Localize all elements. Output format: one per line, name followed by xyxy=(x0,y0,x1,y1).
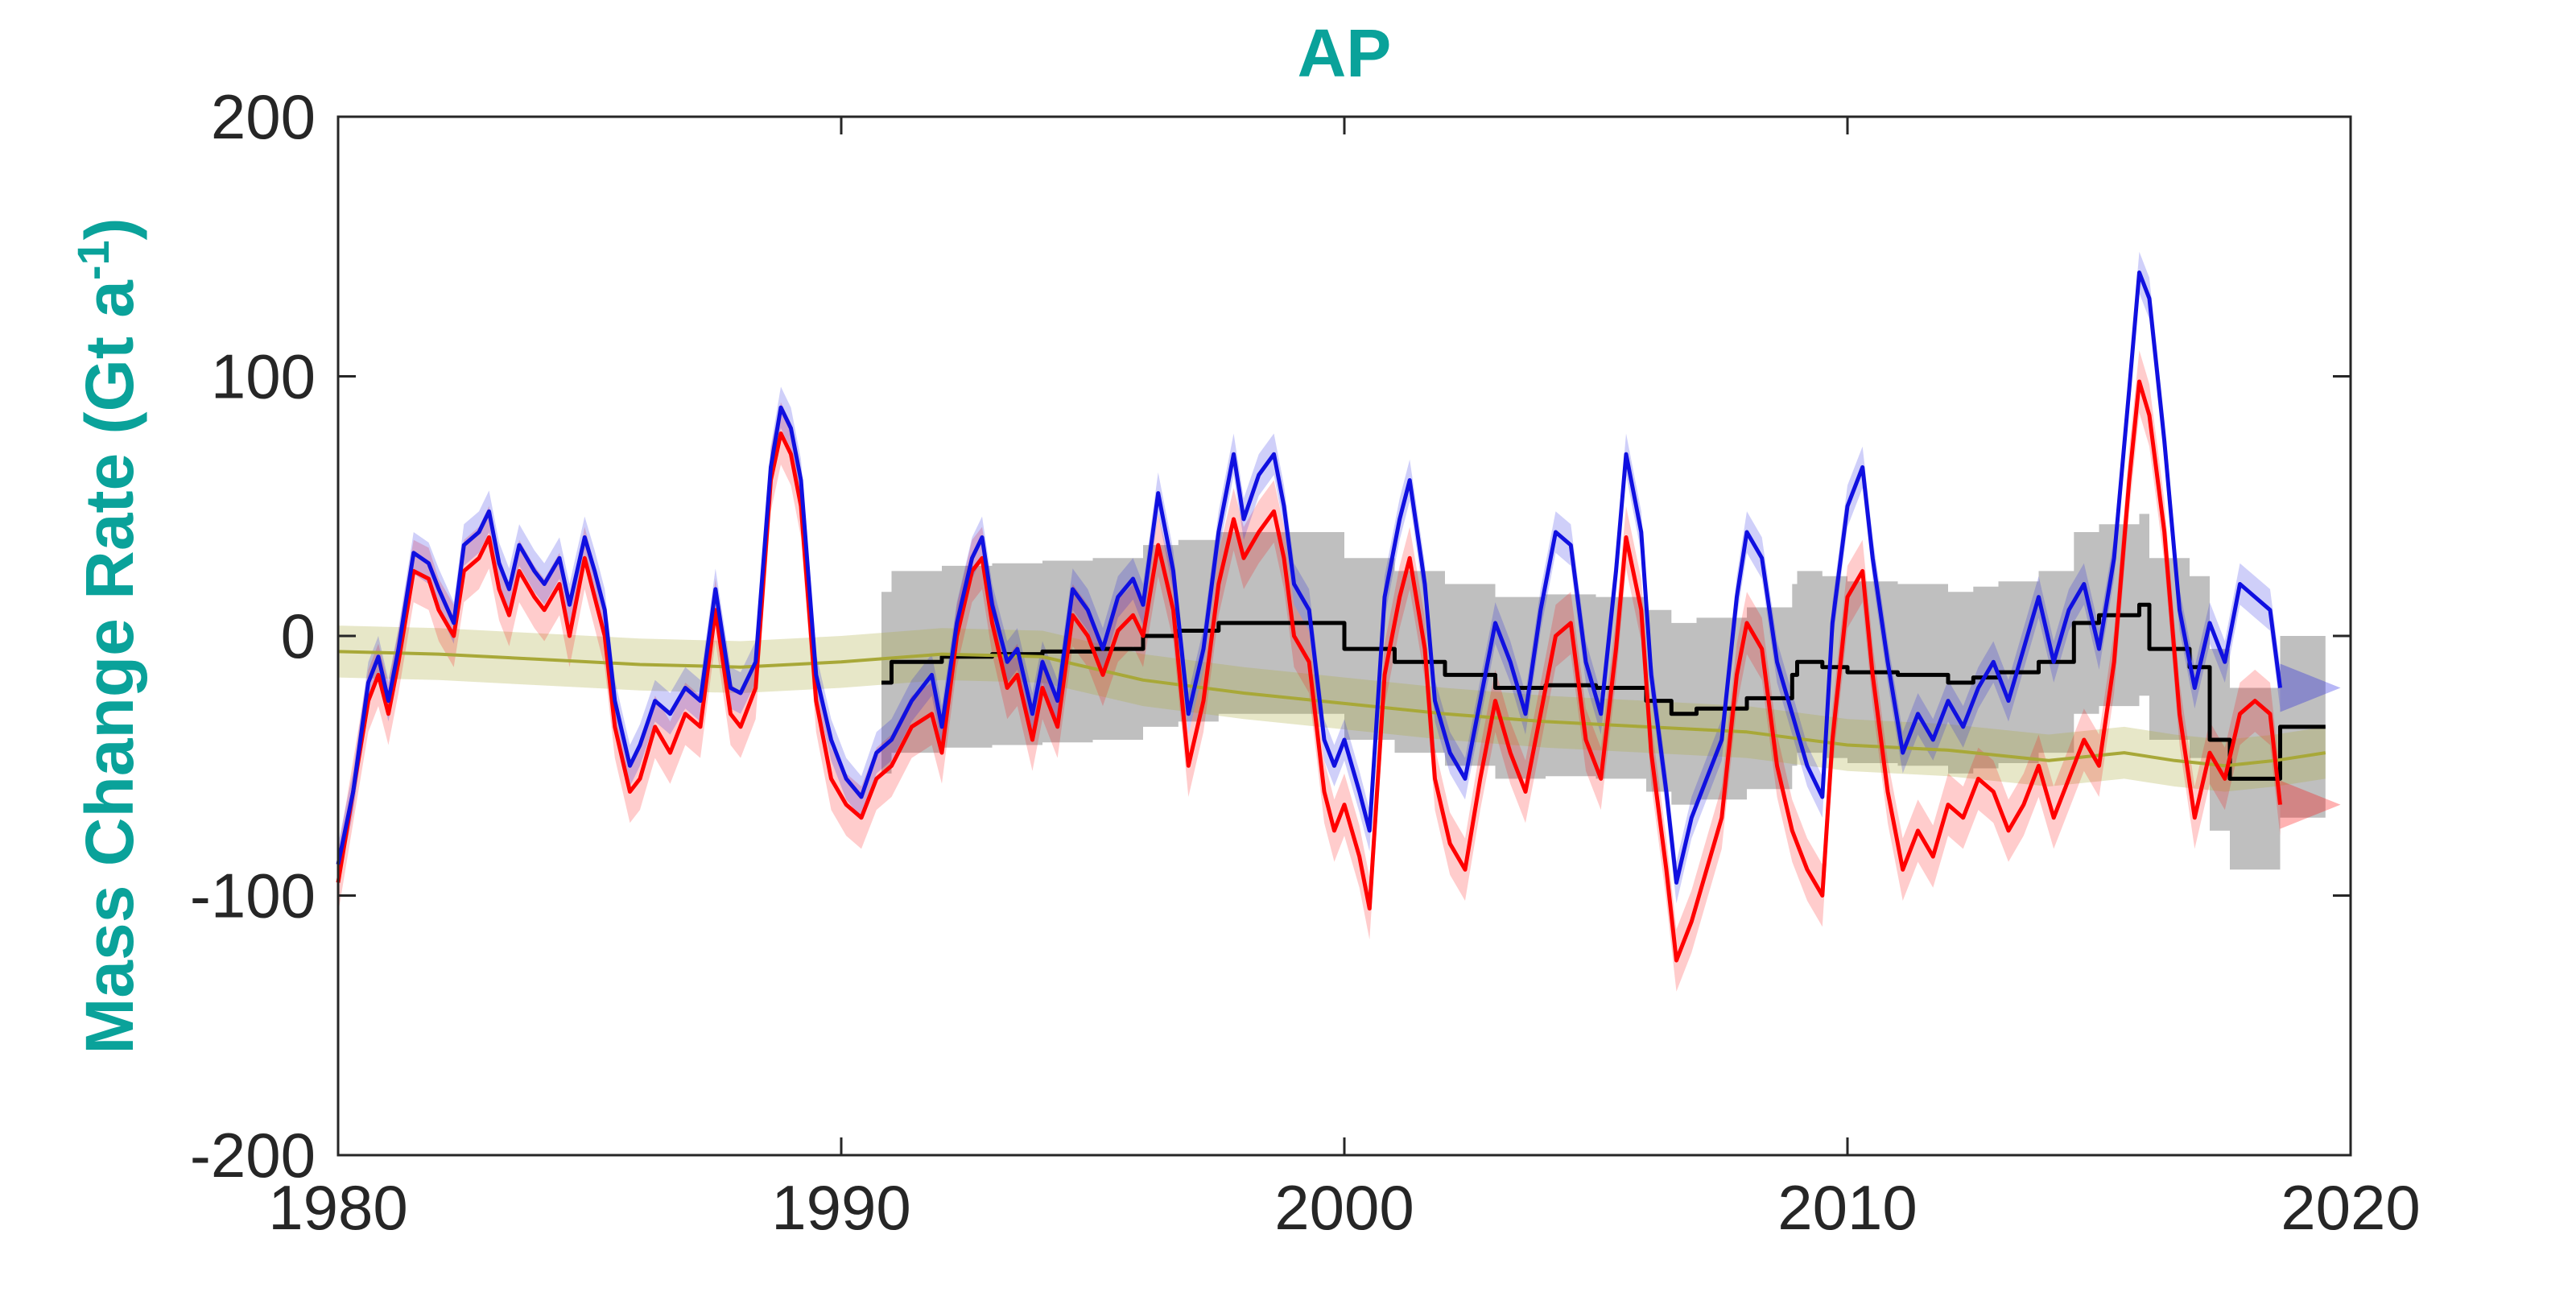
x-tick-label: 1990 xyxy=(771,1172,911,1243)
red-series-arrow xyxy=(2280,780,2341,829)
olive-series-uncertainty-band xyxy=(338,625,2326,792)
y-axis-label: Mass Change Rate (Gt a-1) xyxy=(68,217,147,1054)
chart-title: AP xyxy=(1298,15,1392,91)
y-axis-label-close: ) xyxy=(72,217,147,240)
y-tick-label: -100 xyxy=(190,861,316,931)
y-tick-label: -200 xyxy=(190,1120,316,1191)
y-axis-label-main: Mass Change Rate (Gt a xyxy=(72,279,147,1055)
x-tick-label: 2000 xyxy=(1274,1172,1414,1243)
x-tick-label: 1980 xyxy=(268,1172,408,1243)
x-tick-label: 2010 xyxy=(1777,1172,1918,1243)
y-axis-label-superscript: -1 xyxy=(68,240,118,280)
y-tick-label: 100 xyxy=(211,341,316,412)
black-series-line xyxy=(881,602,2326,781)
blue-series-uncertainty-band xyxy=(338,251,2281,904)
blue-series-arrow xyxy=(2280,663,2341,712)
red-series-line xyxy=(336,379,2282,963)
blue-series-line xyxy=(336,270,2282,885)
y-tick-label: 200 xyxy=(211,81,316,152)
x-tick-label: 2020 xyxy=(2281,1172,2421,1243)
y-tick-label: 0 xyxy=(281,601,316,671)
